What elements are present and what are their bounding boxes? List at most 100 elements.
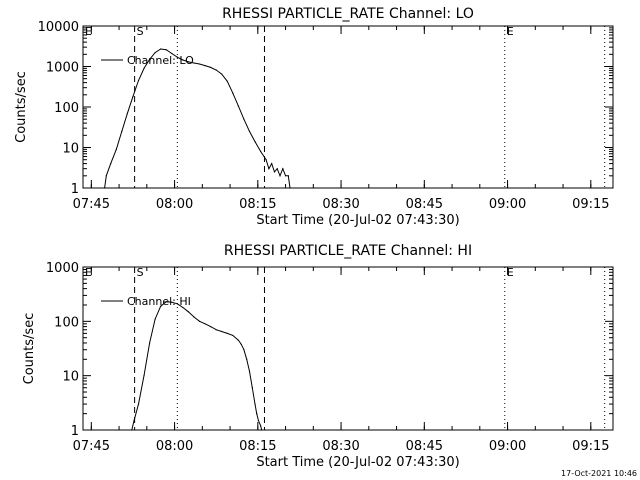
data-point (210, 325, 212, 328)
x-tick-label: 07:45 (73, 439, 110, 454)
data-point (126, 112, 128, 114)
data-point (215, 69, 217, 71)
plot-frame (82, 25, 614, 189)
data-point (248, 370, 251, 372)
data-point (154, 318, 156, 320)
y-tick-label: 100 (54, 101, 79, 116)
hi-channel-panel: RHESSI PARTICLE_RATE Channel: HI 1 10 100 10… (22, 243, 614, 470)
data-point (131, 429, 133, 431)
data-point (160, 48, 162, 50)
data-point (143, 67, 145, 69)
y-axis-label: Counts/sec (22, 313, 37, 385)
data-point (256, 413, 258, 415)
y-tick-label: 100 (54, 315, 79, 330)
data-point (273, 171, 276, 173)
data-point (182, 306, 184, 309)
y-tick-label: 1 (71, 182, 79, 197)
data-point (240, 343, 242, 345)
x-tick-label: 08:30 (322, 197, 359, 212)
legend-label: Channel: HI (127, 295, 191, 308)
data-point (271, 163, 273, 165)
lo-channel-panel: RHESSI PARTICLE_RATE Channel: LO 1 10 100 10… (14, 6, 614, 228)
data-point (226, 332, 228, 334)
data-point (289, 187, 291, 189)
data-point (176, 303, 178, 305)
plot-frame (82, 266, 614, 431)
marker-label: E (507, 25, 514, 38)
data-point (254, 140, 256, 143)
data-point (176, 56, 178, 58)
data-point (261, 429, 263, 431)
y-tick-label: 1000 (46, 61, 79, 76)
data-point (105, 175, 107, 177)
data-point (287, 175, 289, 177)
data-point (187, 61, 190, 63)
x-tick-label: 08:30 (322, 439, 359, 454)
data-point (204, 323, 206, 325)
data-point (268, 168, 270, 170)
data-point (248, 130, 251, 132)
data-point (148, 342, 151, 344)
marker-label: E (507, 266, 514, 279)
data-point (259, 425, 262, 427)
data-point (257, 419, 259, 422)
y-tick-label: 10000 (38, 20, 79, 35)
data-point (132, 96, 134, 98)
data-point (221, 330, 223, 333)
y-tick-label: 10 (62, 370, 79, 385)
data-point (251, 387, 253, 389)
data-point (232, 92, 234, 94)
data-point (148, 58, 151, 60)
data-point (110, 163, 112, 165)
series-line-lo (104, 48, 291, 189)
chart-title: RHESSI PARTICLE_RATE Channel: LO (222, 6, 474, 22)
x-tick-label: 09:00 (489, 439, 526, 454)
data-point (282, 168, 284, 170)
data-point (143, 375, 145, 377)
series-line-hi (131, 301, 263, 431)
marker-label: S (137, 266, 144, 279)
x-axis-label: Start Time (20-Jul-02 07:43:30) (256, 213, 459, 228)
y-tick-label: 1 (71, 424, 79, 439)
x-tick-label: 08:00 (156, 197, 193, 212)
x-tick-label: 09:00 (489, 197, 526, 212)
data-point (243, 349, 245, 351)
data-point (276, 168, 278, 170)
data-point (198, 320, 201, 322)
footer-timestamp: 17-Oct-2021 10:46 (561, 469, 637, 478)
data-point (204, 65, 206, 67)
y-axis-label: Counts/sec (14, 71, 29, 143)
x-tick-label: 08:45 (406, 197, 443, 212)
data-point (237, 339, 239, 341)
data-point (221, 73, 223, 75)
data-point (137, 403, 140, 405)
data-point (246, 358, 248, 360)
data-point (210, 66, 212, 69)
x-tick-label: 08:15 (239, 197, 276, 212)
data-point (243, 118, 245, 120)
y-tick-label: 1000 (46, 261, 79, 276)
data-point (104, 187, 106, 189)
x-tick-label: 09:15 (572, 439, 609, 454)
data-point (165, 301, 167, 303)
data-point (198, 63, 201, 65)
x-axis-label: Start Time (20-Jul-02 07:43:30) (256, 455, 459, 470)
data-point (182, 59, 184, 61)
data-point (279, 175, 281, 177)
data-point (121, 130, 123, 132)
y-tick-label: 10 (62, 142, 79, 157)
x-tick-label: 09:15 (572, 197, 609, 212)
x-tick-label: 08:00 (156, 439, 193, 454)
data-point (193, 62, 195, 64)
data-point (259, 150, 262, 153)
data-point (265, 159, 267, 161)
data-point (154, 52, 156, 54)
data-point (187, 311, 190, 313)
data-point (193, 316, 195, 318)
data-point (232, 334, 234, 337)
data-point (237, 105, 239, 107)
data-point (171, 52, 173, 55)
data-point (115, 148, 117, 150)
data-point (254, 403, 256, 405)
